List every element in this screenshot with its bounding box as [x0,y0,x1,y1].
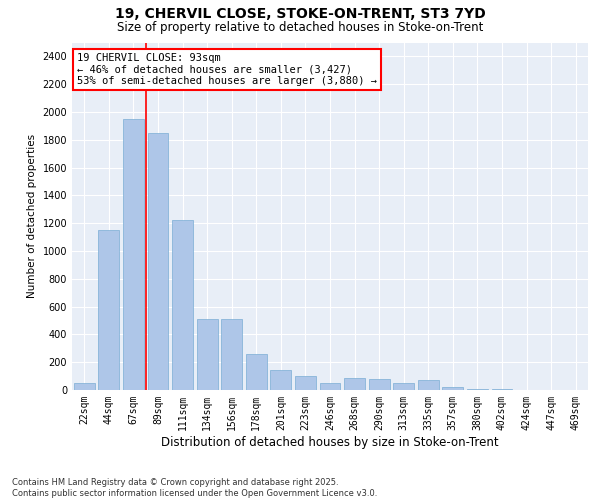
Text: 19, CHERVIL CLOSE, STOKE-ON-TRENT, ST3 7YD: 19, CHERVIL CLOSE, STOKE-ON-TRENT, ST3 7… [115,8,485,22]
Bar [221,319,242,390]
Bar [148,133,169,390]
Bar [344,378,365,390]
Text: Size of property relative to detached houses in Stoke-on-Trent: Size of property relative to detached ho… [117,21,483,34]
Bar [295,376,316,390]
X-axis label: Distribution of detached houses by size in Stoke-on-Trent: Distribution of detached houses by size … [161,436,499,448]
Bar [246,354,267,390]
Bar [172,220,193,390]
Bar [74,383,95,390]
Bar [368,379,389,390]
Bar [467,388,488,390]
Bar [197,319,218,390]
Bar [393,383,414,390]
Bar [123,119,144,390]
Bar [98,230,119,390]
Text: Contains HM Land Registry data © Crown copyright and database right 2025.
Contai: Contains HM Land Registry data © Crown c… [12,478,377,498]
Bar [271,370,292,390]
Y-axis label: Number of detached properties: Number of detached properties [27,134,37,298]
Bar [418,380,439,390]
Bar [442,387,463,390]
Text: 19 CHERVIL CLOSE: 93sqm
← 46% of detached houses are smaller (3,427)
53% of semi: 19 CHERVIL CLOSE: 93sqm ← 46% of detache… [77,53,377,86]
Bar [320,383,340,390]
